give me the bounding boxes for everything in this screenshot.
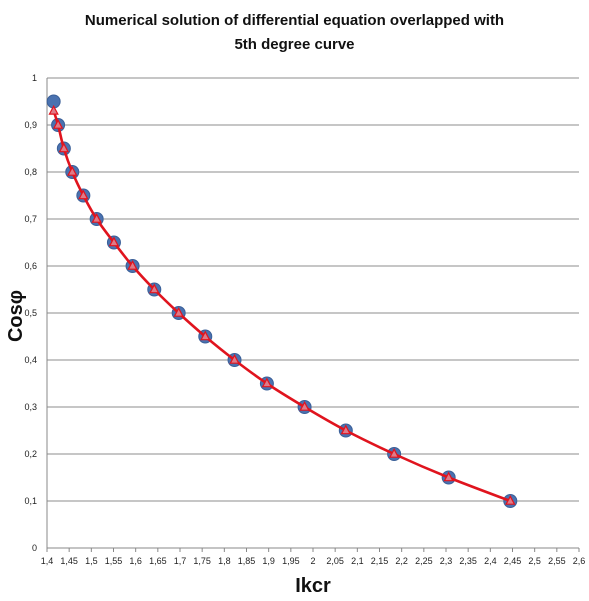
y-tick-label: 0,4 <box>24 355 37 365</box>
y-tick-label: 0,1 <box>24 496 37 506</box>
chart-title-line-1: Numerical solution of differential equat… <box>84 12 505 29</box>
y-tick-label: 0,5 <box>24 308 37 318</box>
y-tick-label: 0,7 <box>24 214 37 224</box>
x-tick-label: 2,05 <box>326 556 344 566</box>
data-point-triangle <box>127 260 138 270</box>
x-tick-label: 2,6 <box>573 556 586 566</box>
data-point-triangle <box>58 142 70 153</box>
x-tick-label: 1,9 <box>262 556 275 566</box>
x-tick-label: 1,45 <box>60 556 78 566</box>
y-tick-label: 0,9 <box>24 120 37 130</box>
data-point-triangle <box>261 377 273 388</box>
x-tick-label: 1,55 <box>105 556 123 566</box>
x-tick-label: 2,55 <box>548 556 566 566</box>
y-tick-label: 0,3 <box>24 402 37 412</box>
x-tick-label: 2,15 <box>371 556 389 566</box>
fit-curve-line <box>52 110 511 503</box>
x-tick-label: 2,3 <box>440 556 453 566</box>
gridlines <box>47 77 579 502</box>
data-point-triangle <box>91 213 102 223</box>
x-tick-label: 2,5 <box>528 556 541 566</box>
x-tick-label: 2,45 <box>504 556 522 566</box>
chart-title-line-2: 5th degree curve <box>234 36 355 53</box>
x-tick-label: 1,65 <box>149 556 167 566</box>
data-point-triangle <box>149 283 160 294</box>
x-tick-label: 2,4 <box>484 556 497 566</box>
x-tick-labels: 1,4 1,45 1,5 1,55 1,6 1,65 1,7 1,75 1,8 1,85 1,9 1,… <box>41 548 586 566</box>
data-point-triangle <box>48 104 59 115</box>
x-tick-label: 2,1 <box>351 556 364 566</box>
y-axis-label: Cosφ <box>5 290 27 342</box>
x-tick-label: 2 <box>310 556 315 566</box>
x-tick-label: 2,2 <box>395 556 408 566</box>
data-point-triangle <box>52 119 64 129</box>
data-point-triangle <box>505 495 516 505</box>
x-tick-label: 2,35 <box>459 556 477 566</box>
x-tick-label: 1,7 <box>174 556 187 566</box>
x-tick-label: 1,8 <box>218 556 231 566</box>
data-point-triangle <box>388 448 400 458</box>
data-point-triangle <box>229 354 240 364</box>
data-point-triangle <box>299 401 310 411</box>
y-tick-label: 0,6 <box>24 261 37 271</box>
data-point-triangle <box>78 189 89 200</box>
x-tick-label: 1,75 <box>193 556 211 566</box>
x-tick-label: 1,6 <box>129 556 142 566</box>
data-series <box>46 94 518 508</box>
x-axis-label: Ikcr <box>295 575 331 597</box>
x-tick-label: 1,4 <box>41 556 54 566</box>
data-point-triangle <box>340 424 352 435</box>
data-point-triangle <box>173 307 184 317</box>
data-point-triangle <box>108 236 120 247</box>
x-tick-label: 2,25 <box>415 556 433 566</box>
y-tick-label: 1 <box>32 73 37 83</box>
y-tick-labels: 0 0,1 0,2 0,3 0,4 0,5 0,6 0,7 0,8 0,9 1 <box>24 73 37 553</box>
x-tick-label: 1,85 <box>238 556 256 566</box>
y-tick-label: 0,8 <box>24 167 37 177</box>
data-point-triangle <box>67 166 78 176</box>
x-tick-label: 1,5 <box>85 556 98 566</box>
y-tick-label: 0,2 <box>24 449 37 459</box>
y-tick-label: 0 <box>32 543 37 553</box>
data-point-triangle <box>443 471 454 482</box>
x-tick-label: 1,95 <box>282 556 300 566</box>
data-point-triangle <box>200 330 211 341</box>
